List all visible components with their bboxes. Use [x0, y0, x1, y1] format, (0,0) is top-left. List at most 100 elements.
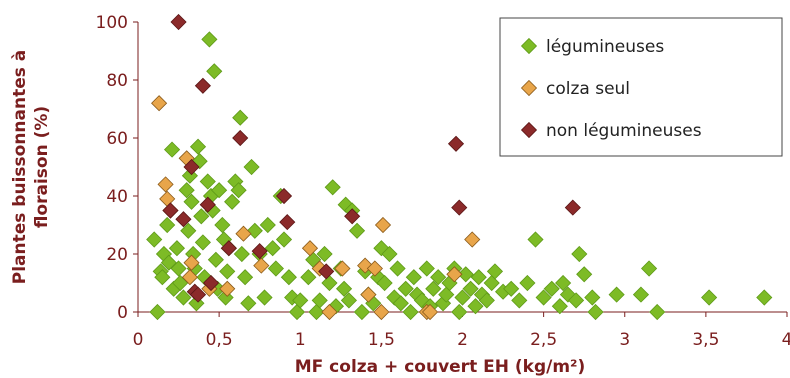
data-point	[334, 260, 351, 277]
data-point	[288, 303, 306, 321]
legend-label: colza seul	[546, 79, 630, 99]
data-point	[649, 303, 666, 321]
data-point	[340, 292, 357, 309]
y-tick-label: 40	[106, 187, 128, 207]
data-point	[233, 245, 250, 263]
data-point	[483, 274, 500, 292]
data-point	[207, 251, 224, 268]
data-point	[381, 245, 398, 263]
legend-box	[499, 17, 783, 157]
data-point	[180, 222, 197, 239]
data-point	[194, 234, 211, 251]
data-point	[527, 231, 544, 248]
data-point	[214, 216, 231, 234]
series-non-légumineuses	[162, 13, 581, 303]
data-point	[292, 292, 309, 309]
y-tick-label: 80	[106, 71, 128, 91]
data-point	[279, 214, 296, 231]
data-point	[251, 243, 268, 260]
data-point	[175, 289, 192, 306]
legend-marker	[520, 79, 538, 97]
legend: légumineuses colza seul non légumineuses	[499, 17, 783, 157]
data-point	[353, 303, 370, 321]
data-point	[318, 263, 335, 280]
data-point	[430, 269, 447, 286]
x-tick-label: 0,5	[206, 330, 233, 350]
y-axis-title-line-1: Plantes buissonnantes à	[10, 50, 30, 285]
data-point	[571, 245, 588, 263]
data-point	[243, 158, 260, 176]
data-point	[219, 263, 236, 280]
x-tick-label: 1	[295, 330, 306, 350]
data-point	[402, 303, 419, 321]
data-point	[232, 129, 249, 147]
data-point	[470, 269, 487, 286]
data-point	[587, 303, 604, 321]
data-point	[511, 292, 528, 309]
data-point	[199, 196, 216, 213]
data-point	[308, 303, 325, 321]
data-point	[183, 158, 200, 176]
data-point	[154, 269, 171, 286]
data-point	[389, 260, 406, 277]
legend-marker	[520, 37, 538, 55]
data-point	[199, 173, 216, 190]
data-points	[146, 13, 773, 321]
x-tick-label: 2,5	[530, 330, 557, 350]
x-axis-title: MF colza + couvert EH (kg/m²)	[295, 357, 586, 377]
data-point	[316, 245, 333, 263]
data-point	[425, 280, 442, 297]
data-point	[608, 286, 625, 303]
data-point	[360, 286, 377, 303]
data-point	[486, 263, 504, 280]
data-point	[446, 266, 463, 283]
data-point	[267, 260, 284, 277]
data-point	[256, 289, 273, 306]
legend-label: légumineuses	[546, 37, 664, 57]
y-tick-labels: 0 20 40 60 80 100	[96, 13, 138, 323]
data-point	[232, 109, 249, 126]
data-point	[301, 240, 319, 257]
data-point	[219, 280, 236, 297]
data-point	[224, 193, 241, 210]
data-point	[457, 266, 474, 283]
data-point	[464, 231, 481, 248]
data-point	[564, 199, 581, 216]
data-point	[535, 289, 552, 306]
data-point	[519, 274, 536, 292]
data-point	[543, 280, 560, 297]
data-point	[756, 289, 773, 306]
data-point	[344, 208, 361, 225]
data-point	[438, 286, 455, 303]
data-point	[405, 269, 422, 286]
data-point	[321, 303, 338, 321]
data-point	[237, 269, 254, 286]
data-point	[454, 289, 471, 306]
data-point	[162, 202, 179, 219]
y-tick-label: 20	[106, 245, 128, 265]
data-point	[462, 280, 479, 297]
data-point	[275, 231, 293, 248]
data-point	[324, 179, 341, 196]
data-point	[348, 222, 366, 239]
data-point	[451, 199, 468, 216]
data-point	[220, 240, 237, 257]
data-point	[194, 77, 211, 94]
data-point	[178, 182, 195, 199]
data-point	[230, 182, 247, 199]
x-tick-label: 3,5	[692, 330, 719, 350]
x-tick-label: 2	[457, 330, 468, 350]
data-point	[576, 266, 593, 283]
data-point	[189, 138, 207, 155]
data-point	[376, 274, 393, 292]
data-point	[175, 211, 192, 228]
data-point	[246, 222, 263, 239]
data-point	[392, 295, 409, 312]
data-point	[201, 31, 218, 48]
data-point	[551, 298, 568, 315]
data-point	[335, 280, 353, 297]
data-point	[206, 63, 223, 80]
legend-marker	[520, 121, 538, 139]
data-point	[183, 254, 200, 271]
data-point	[478, 292, 495, 309]
